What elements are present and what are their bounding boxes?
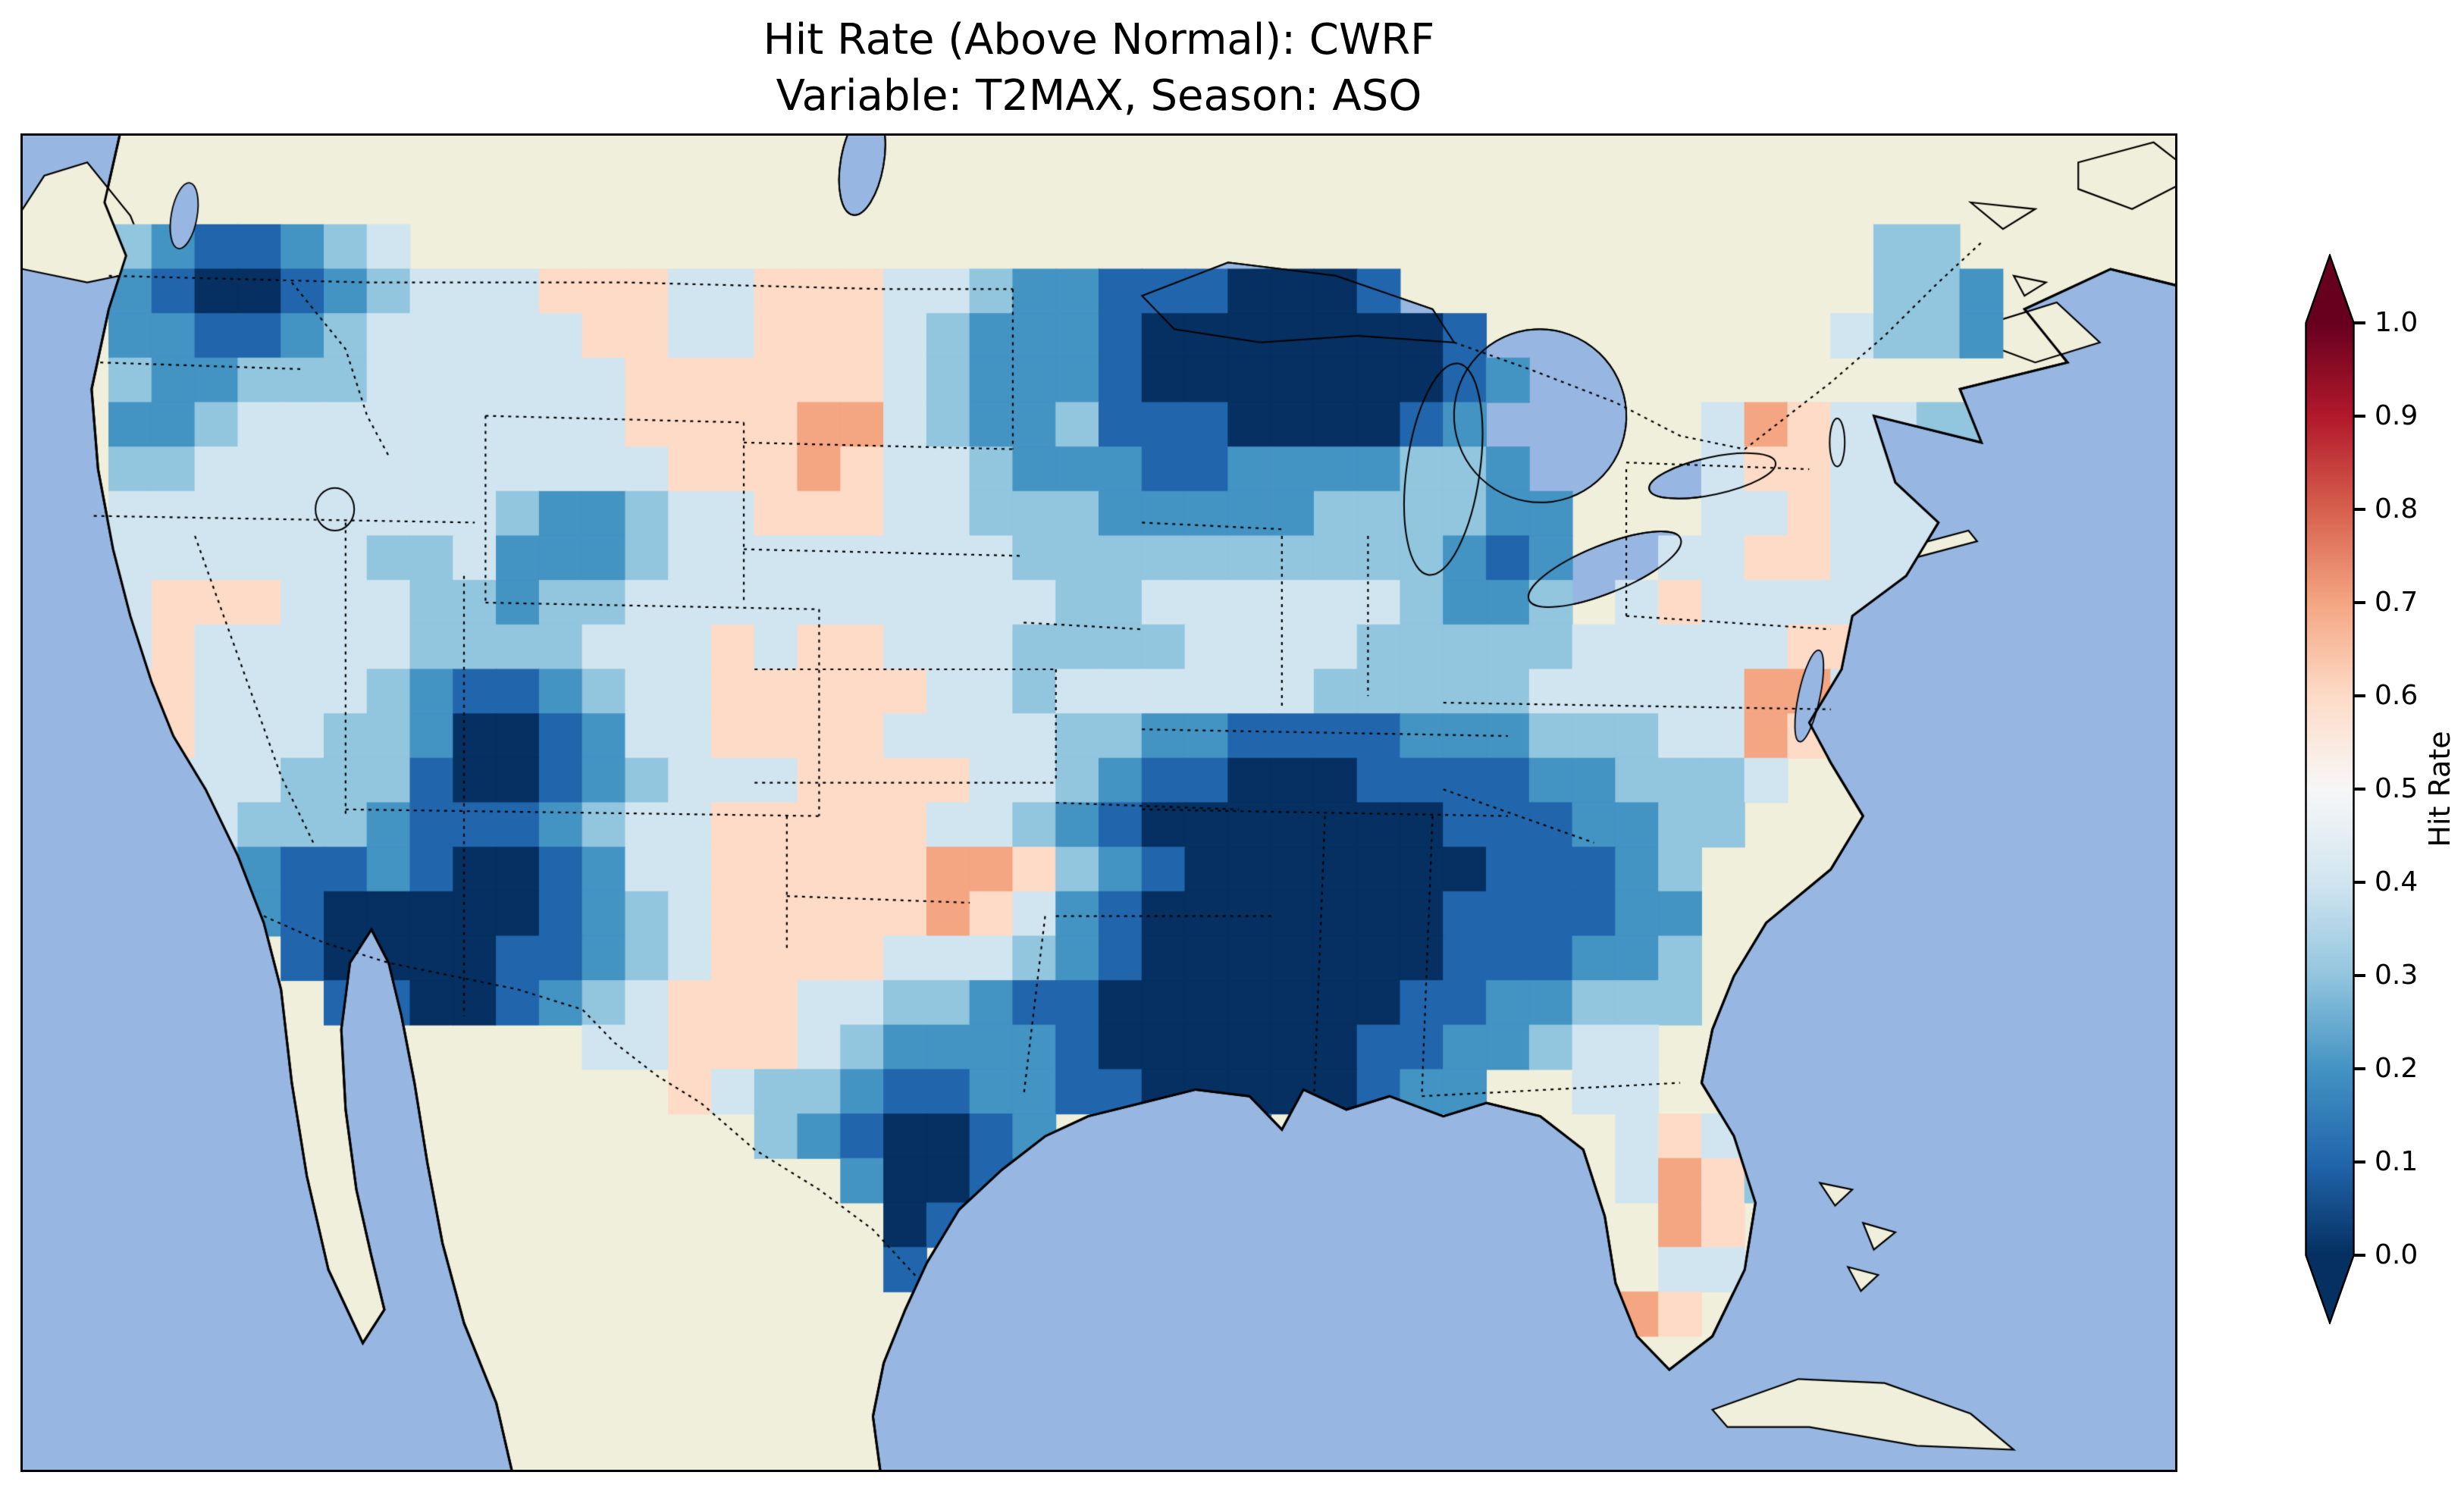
colorbar-tick-mark	[2353, 415, 2365, 418]
colorbar-tick-mark	[2353, 1160, 2365, 1164]
colorbar-tick-mark	[2353, 321, 2365, 324]
figure-title-line1: Hit Rate (Above Normal): CWRF	[763, 15, 1435, 64]
colorbar-tick-mark	[2353, 974, 2365, 977]
colorbar-tick-label: 0.7	[2375, 587, 2419, 618]
conus-hit-rate-map	[23, 136, 2175, 1470]
colorbar-gradient-bar	[2306, 323, 2354, 1255]
colorbar-tick-label: 0.0	[2375, 1239, 2419, 1270]
colorbar-graphic	[2305, 252, 2355, 1326]
colorbar-tick-mark	[2353, 788, 2365, 791]
colorbar-tick-mark	[2353, 601, 2365, 604]
colorbar-extend-below-triangle	[2306, 1255, 2354, 1323]
colorbar-axis-label: Hit Rate	[2423, 731, 2456, 847]
colorbar-tick-label: 0.1	[2375, 1146, 2419, 1177]
colorbar-tick-label: 0.9	[2375, 400, 2419, 431]
colorbar	[2305, 252, 2355, 1326]
colorbar-extend-above-triangle	[2306, 255, 2354, 323]
colorbar-tick-label: 0.4	[2375, 866, 2419, 897]
figure-title: Hit Rate (Above Normal): CWRF Variable: …	[20, 12, 2177, 124]
figure-title-line2: Variable: T2MAX, Season: ASO	[776, 70, 1422, 121]
map-axes	[20, 133, 2177, 1472]
colorbar-tick-mark	[2353, 1254, 2365, 1257]
colorbar-tick-label: 0.5	[2375, 773, 2419, 804]
colorbar-tick-label: 0.6	[2375, 680, 2419, 711]
colorbar-tick-label: 0.8	[2375, 493, 2419, 525]
colorbar-tick-mark	[2353, 694, 2365, 697]
colorbar-tick-label: 0.2	[2375, 1053, 2419, 1084]
colorbar-tick-label: 0.3	[2375, 960, 2419, 991]
colorbar-tick-mark	[2353, 508, 2365, 511]
colorbar-tick-mark	[2353, 881, 2365, 884]
colorbar-tick-mark	[2353, 1067, 2365, 1070]
colorbar-tick-label: 1.0	[2375, 307, 2419, 338]
